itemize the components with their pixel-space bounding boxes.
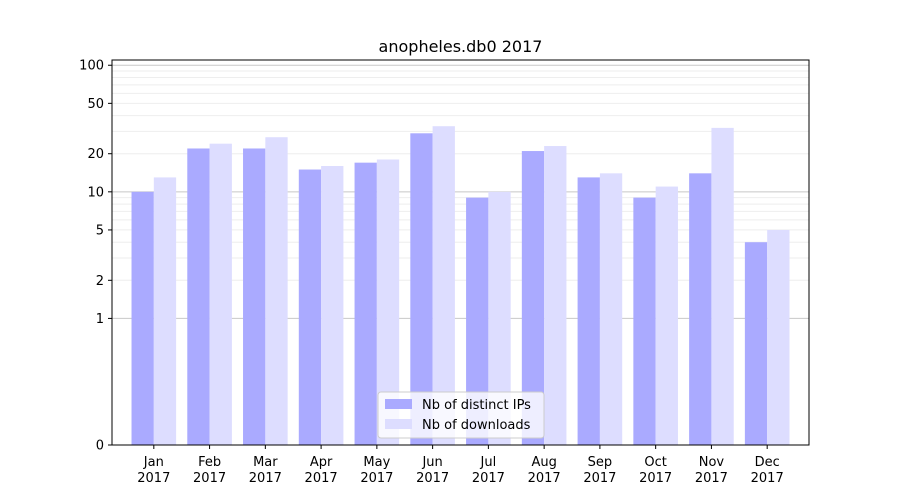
bar-ips [354,162,377,445]
y-axis: 0 1 2 5 10 20 50 100 [79,59,112,454]
bars-layer [131,126,790,446]
x-tick-label: Feb 2017 [193,455,226,486]
y-tick-label: 2 [96,274,104,289]
bar-downloads [544,146,567,445]
legend-label: Nb of downloads [422,418,531,433]
legend-swatch [385,399,412,409]
y-tick-label: 20 [87,147,104,162]
bar-ips [131,191,154,445]
y-tick-label: 50 [87,97,104,112]
bar-downloads [599,173,623,445]
bar-downloads [265,137,288,446]
x-tick-label: Nov 2017 [695,455,728,486]
x-tick-label: Aug 2017 [528,455,561,486]
y-tick-label: 5 [96,223,104,238]
x-tick-label: Jan 2017 [137,455,170,486]
legend: Nb of distinct IPs Nb of downloads [377,391,545,439]
x-tick-label: Apr 2017 [305,455,338,486]
x-tick-label: Jul 2017 [472,455,505,486]
bar-downloads [488,191,511,445]
bar-downloads [767,229,790,445]
legend-box [377,391,545,439]
x-tick-label: Mar 2017 [249,455,282,486]
x-tick-label: May 2017 [360,455,393,486]
legend-swatch [385,419,412,429]
bar-downloads [711,127,734,445]
plot-frame [111,59,810,446]
chart-title: anopheles.db0 2017 [379,37,543,56]
bar-ips [521,151,545,445]
bar-ips [410,133,433,445]
x-axis: Jan 2017 Feb 2017 Mar 2017 Apr 2017 May 2017 Jun 20… [137,445,784,486]
bar-downloads [321,165,344,446]
x-tick-label: Sep 2017 [583,455,616,486]
y-tick-label: 0 [96,439,104,454]
x-tick-label: Jun 2017 [416,455,449,486]
bar-ips [744,242,768,445]
bar-ips [187,148,210,445]
y-tick-label: 100 [79,59,104,74]
bar-ips [689,173,712,445]
bar-ips [633,197,656,445]
bar-ips [243,148,266,445]
y-tick-label: 1 [96,312,104,327]
y-tick-label: 10 [87,185,104,200]
x-tick-label: Oct 2017 [639,455,672,486]
bar-downloads [153,177,177,446]
bar-downloads [376,159,400,445]
bar-ips [577,177,600,446]
bar-ips [466,197,489,445]
bar-downloads [209,143,232,445]
bar-downloads [655,186,678,446]
x-tick-label: Dec 2017 [751,455,784,486]
bar-ips [298,169,322,445]
bar-downloads [432,126,455,446]
legend-label: Nb of distinct IPs [422,398,531,413]
